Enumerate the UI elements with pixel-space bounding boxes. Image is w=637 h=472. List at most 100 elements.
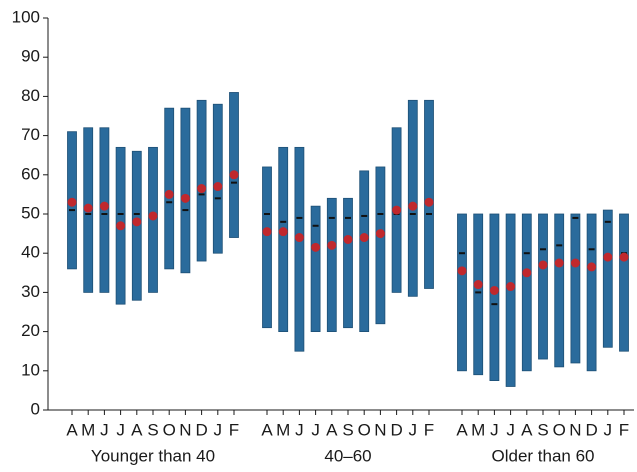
y-tick-label: 60 — [21, 164, 40, 183]
x-tick-label: A — [456, 420, 468, 439]
x-tick-label: O — [553, 420, 566, 439]
x-tick-label: N — [569, 420, 581, 439]
y-tick-label: 70 — [21, 125, 40, 144]
range-bar — [473, 213, 484, 376]
mean-dot — [619, 252, 629, 262]
x-tick-label: J — [214, 420, 223, 439]
mean-dot — [489, 285, 499, 295]
mean-dot — [164, 189, 174, 199]
mean-dot — [99, 201, 109, 211]
range-bar — [489, 213, 500, 382]
y-tick-label: 0 — [31, 399, 40, 418]
x-tick-label: M — [81, 420, 95, 439]
range-bar — [602, 209, 613, 348]
mean-dot — [603, 252, 613, 262]
mean-dot — [408, 201, 418, 211]
mean-dot — [424, 197, 434, 207]
x-tick-label: N — [374, 420, 386, 439]
x-tick-label: J — [116, 420, 125, 439]
x-tick-label: D — [390, 420, 402, 439]
range-bar — [326, 197, 337, 333]
mean-dot — [213, 182, 223, 192]
mean-dot — [473, 280, 483, 290]
x-tick-label: D — [585, 420, 597, 439]
range-bar — [343, 197, 353, 329]
mean-dot — [294, 233, 304, 243]
x-tick-label: O — [358, 420, 371, 439]
mean-dot — [262, 227, 272, 237]
x-tick-label: J — [295, 420, 304, 439]
mean-dot — [83, 203, 93, 213]
group-label: Younger than 40 — [91, 446, 215, 465]
range-bar — [457, 213, 467, 372]
mean-dot — [392, 205, 402, 215]
range-bar — [424, 99, 434, 289]
y-tick-label: 30 — [21, 282, 40, 301]
y-tick-label: 10 — [21, 360, 40, 379]
mean-dot — [278, 227, 288, 237]
x-tick-label: S — [342, 420, 353, 439]
range-bar — [570, 213, 581, 364]
y-tick-label: 20 — [21, 321, 40, 340]
mean-dot — [506, 282, 516, 292]
mean-dot — [197, 184, 207, 194]
mean-dot — [522, 268, 532, 278]
x-tick-label: J — [506, 420, 515, 439]
x-tick-label: F — [619, 420, 629, 439]
range-bar — [180, 107, 191, 274]
x-tick-label: J — [604, 420, 613, 439]
mean-dot — [375, 229, 385, 239]
range-bar — [407, 99, 418, 297]
mean-dot — [116, 221, 126, 231]
range-bar — [212, 103, 223, 254]
range-bar — [359, 170, 370, 333]
mean-dot — [132, 217, 142, 227]
x-tick-label: J — [409, 420, 418, 439]
mean-dot — [343, 234, 353, 244]
x-tick-label: S — [147, 420, 158, 439]
x-tick-label: F — [424, 420, 434, 439]
range-bar — [521, 213, 532, 372]
x-tick-label: A — [261, 420, 273, 439]
x-tick-label: D — [195, 420, 207, 439]
x-tick-label: M — [471, 420, 485, 439]
range-bar — [196, 99, 207, 262]
mean-dot — [538, 260, 548, 270]
x-tick-label: N — [179, 420, 191, 439]
range-bar — [229, 92, 239, 238]
y-tick-label: 100 — [12, 7, 40, 26]
y-tick-label: 40 — [21, 243, 40, 262]
x-tick-label: O — [163, 420, 176, 439]
y-tick-label: 80 — [21, 86, 40, 105]
mean-dot — [457, 266, 467, 276]
range-bar — [164, 107, 175, 270]
x-tick-label: A — [131, 420, 143, 439]
mean-dot — [67, 197, 77, 207]
y-tick-label: 50 — [21, 203, 40, 222]
range-bar — [262, 166, 272, 329]
x-tick-label: A — [521, 420, 533, 439]
mean-dot — [180, 193, 190, 203]
mean-dot — [587, 262, 597, 272]
x-tick-label: J — [100, 420, 109, 439]
group-label: 40–60 — [324, 446, 371, 465]
range-bar — [586, 213, 597, 372]
x-tick-label: J — [311, 420, 320, 439]
range-bar — [294, 146, 305, 352]
x-tick-label: J — [490, 420, 499, 439]
range-bar — [538, 213, 548, 360]
x-tick-label: A — [326, 420, 338, 439]
range-bar — [619, 213, 629, 352]
range-bar — [375, 166, 386, 325]
x-tick-label: S — [537, 420, 548, 439]
mean-dot — [148, 211, 158, 221]
group-label: Older than 60 — [491, 446, 594, 465]
x-tick-label: M — [276, 420, 290, 439]
x-tick-label: F — [229, 420, 239, 439]
range-bar — [310, 205, 321, 333]
mean-dot — [229, 170, 239, 180]
range-bar — [554, 213, 565, 368]
x-tick-label: A — [66, 420, 78, 439]
y-tick-label: 90 — [21, 47, 40, 66]
range-bar — [505, 213, 516, 387]
